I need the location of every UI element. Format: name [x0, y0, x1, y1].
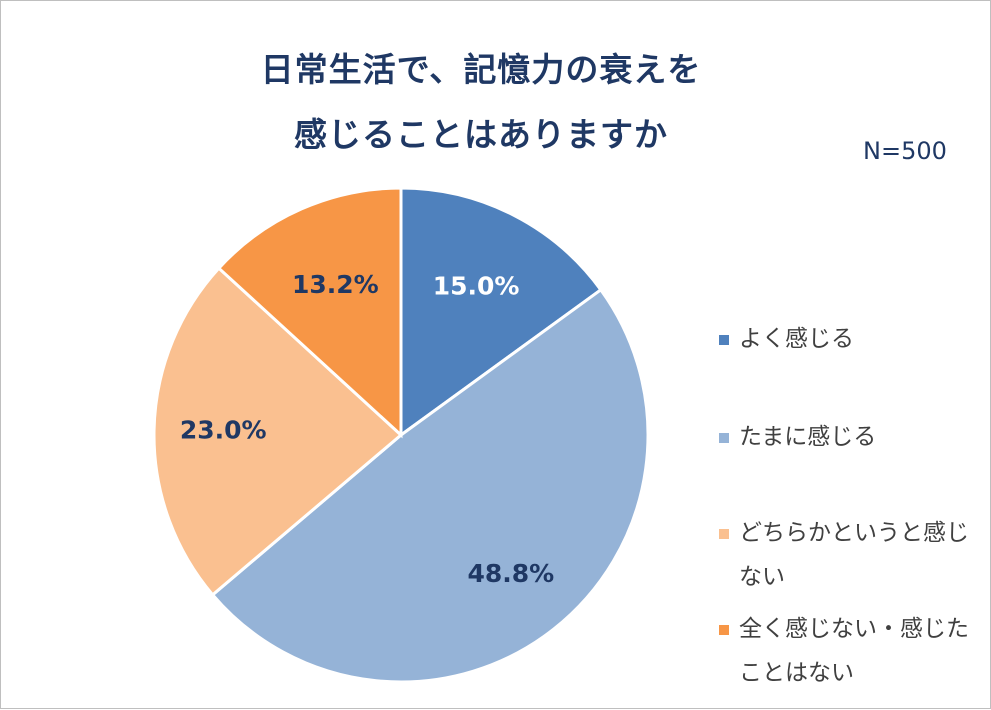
legend-swatch-rarely — [719, 529, 729, 539]
legend-label-sometimes: たまに感じる — [739, 424, 877, 450]
legend-item-often: よく感じる — [719, 323, 979, 361]
data-label-never: 13.2% — [292, 270, 379, 299]
pie-slice-rarely — [152, 266, 404, 597]
data-label-often: 15.0% — [433, 272, 520, 301]
pie-slice-often — [399, 186, 603, 438]
legend-label-never: 全く感じない・感じたことはない — [739, 616, 969, 686]
data-label-sometimes: 48.8% — [468, 559, 555, 588]
chart-title-line-1: 日常生活で、記憶力の衰えを — [260, 50, 702, 89]
legend-label-often: よく感じる — [739, 326, 854, 352]
pie-slice-never — [216, 186, 403, 439]
legend-item-never: 全く感じない・感じたことはない — [719, 613, 979, 695]
data-label-rarely: 23.0% — [180, 416, 267, 445]
legend-item-sometimes: たまに感じる — [719, 421, 979, 459]
legend-swatch-sometimes — [719, 433, 729, 443]
legend-swatch-never — [719, 625, 729, 635]
chart-title-line-2: 感じることはありますか — [294, 115, 668, 154]
sample-size-note: N=500 — [863, 137, 947, 165]
legend-swatch-often — [719, 335, 729, 345]
legend-item-rarely: どちらかというと感じない — [719, 517, 979, 599]
legend-label-rarely: どちらかというと感じない — [739, 520, 969, 590]
pie-slice-sometimes — [210, 287, 650, 684]
